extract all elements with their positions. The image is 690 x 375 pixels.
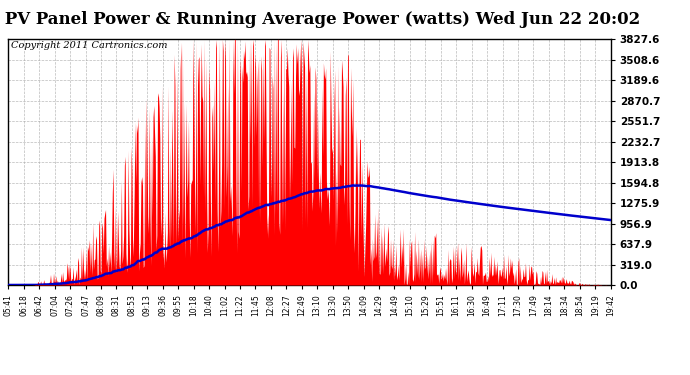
Text: Total PV Panel Power & Running Average Power (watts) Wed Jun 22 20:02: Total PV Panel Power & Running Average P…	[0, 11, 640, 28]
Text: Copyright 2011 Cartronics.com: Copyright 2011 Cartronics.com	[11, 40, 168, 50]
